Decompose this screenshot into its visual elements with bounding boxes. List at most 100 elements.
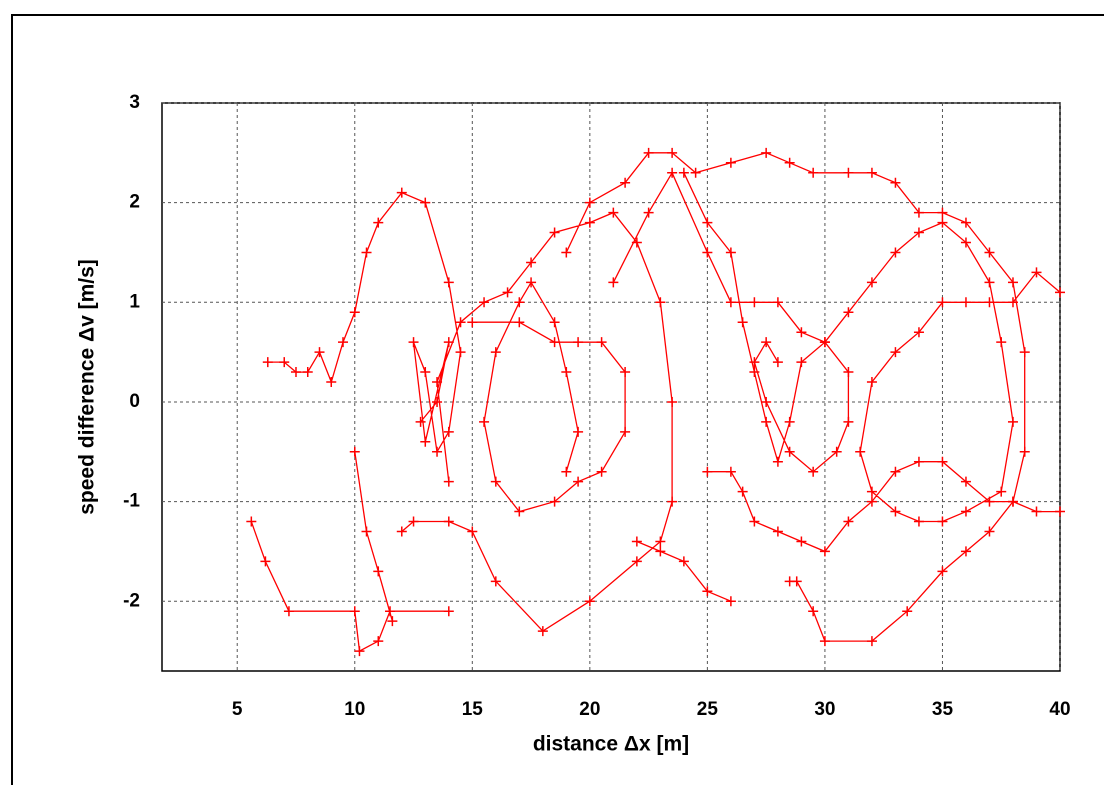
marker [415,416,426,427]
frame [11,14,1104,785]
marker [573,476,584,487]
marker [913,456,924,467]
marker [246,516,257,527]
marker [396,526,407,537]
marker [361,526,372,537]
marker [831,446,842,457]
marker [808,466,819,477]
marker [772,357,783,368]
marker [761,416,772,427]
marker [890,466,901,477]
marker [1019,446,1030,457]
marker [373,217,384,228]
marker [960,506,971,517]
x-tick-label: 40 [1049,699,1070,720]
marker [608,277,619,288]
marker [1007,277,1018,288]
marker [843,307,854,318]
y-axis-title: speed difference Δv [m/s] [76,259,99,515]
x-tick-label: 25 [697,699,719,720]
marker [690,167,701,178]
marker [866,167,877,178]
x-tick-label: 35 [932,699,954,720]
marker [584,596,595,607]
marker [913,227,924,238]
marker [420,436,431,447]
marker [526,257,537,268]
marker [514,317,525,328]
marker [443,516,454,527]
marker [490,576,501,587]
marker [302,367,313,378]
marker [984,297,995,308]
marker [843,516,854,527]
marker [725,466,736,477]
marker [984,526,995,537]
marker [526,277,537,288]
marker [561,466,572,477]
marker [514,506,525,517]
marker [326,377,337,388]
marker [749,367,760,378]
y-tick-label: 3 [129,92,140,113]
marker [937,516,948,527]
marker [796,327,807,338]
x-tick-label: 20 [579,699,600,720]
marker [262,357,273,368]
x-tick-label: 5 [232,699,243,720]
marker [819,636,830,647]
marker [643,147,654,158]
marker [549,317,560,328]
marker [443,606,454,617]
marker [631,237,642,248]
marker [349,606,360,617]
marker [843,367,854,378]
marker [937,207,948,218]
marker [1019,347,1030,358]
marker [443,426,454,437]
marker [866,496,877,507]
marker [702,466,713,477]
marker [396,187,407,198]
marker [549,337,560,348]
marker [866,277,877,288]
marker [784,416,795,427]
marker [843,416,854,427]
marker [819,337,830,348]
x-tick-label: 30 [814,699,835,720]
marker [984,277,995,288]
marker [631,556,642,567]
marker [443,277,454,288]
marker [667,147,678,158]
marker [678,167,689,178]
marker [761,337,772,348]
marker [655,536,666,547]
marker [408,516,419,527]
marker [561,247,572,258]
y-tick-label: -1 [123,491,140,512]
marker [667,167,678,178]
marker [784,157,795,168]
x-axis-title: distance Δx [m] [533,733,689,756]
marker [283,606,294,617]
marker [385,606,396,617]
marker [596,466,607,477]
marker [667,496,678,507]
marker [455,347,466,358]
y-tick-label: 2 [129,192,140,213]
marker [387,616,398,627]
marker [890,177,901,188]
marker [1007,297,1018,308]
marker [432,446,443,457]
marker [549,227,560,238]
marker [514,297,525,308]
y-tick-label: -2 [123,590,140,611]
marker [702,247,713,258]
marker [1055,287,1065,298]
y-tick-label: 0 [129,391,140,412]
marker [620,367,631,378]
marker [443,476,454,487]
marker [725,297,736,308]
marker [596,337,607,348]
